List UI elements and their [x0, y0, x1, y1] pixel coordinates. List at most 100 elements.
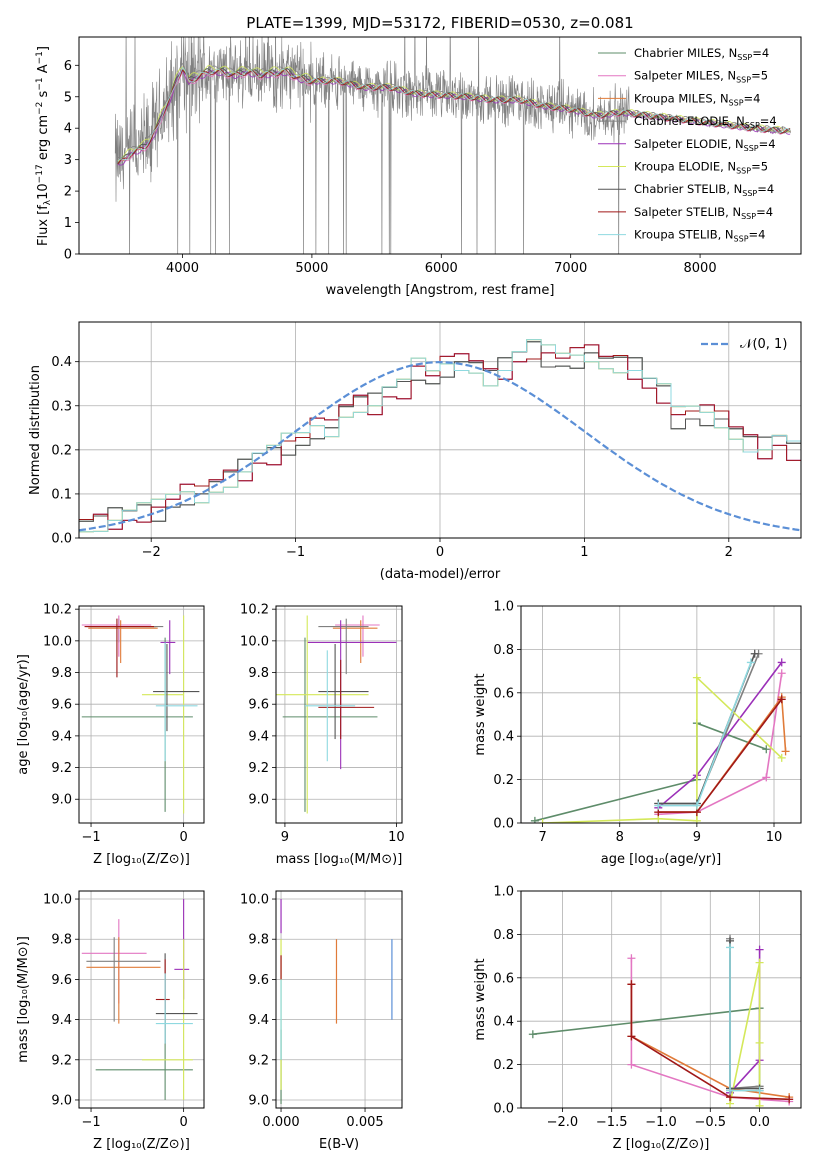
massweight_vs_Z-point-8-2: [755, 1086, 764, 1095]
legend-sub-6: SSP: [742, 189, 757, 198]
massweight_vs_Z-point-5-3: [755, 1101, 764, 1108]
massweight_vs_age-point-5-2: [692, 816, 701, 823]
residuals-xtick-label-1: −1: [286, 545, 305, 560]
residuals-xtick-label-3: 1: [580, 545, 588, 560]
mass_vs_Z-ylabel: mass [log₁₀(M/M⊙)]: [16, 936, 31, 1063]
residuals-ytick-label-2: 0.2: [51, 443, 72, 458]
legend-sub-7: SSP: [741, 212, 756, 221]
mass_vs_Z-ytick-label-0: 9.0: [51, 1093, 72, 1108]
spectrum-axes: 4000 5000 6000 7000 8000 0 1 2 3 4 5 6 wavelength [A…: [35, 36, 802, 298]
mass_vs_ebv-ytick-label-3: 9.6: [248, 973, 269, 988]
massweight_vs_age-ytick-label-4: 0.8: [493, 643, 514, 658]
massweight_vs_age-xtick-label-3: 10: [766, 830, 783, 845]
mass_vs_Z-ytick-label-4: 9.8: [51, 933, 72, 948]
massweight_vs_age-point-0-3: [762, 745, 771, 754]
massweight_vs_Z-point-8-1: [726, 1086, 735, 1095]
massweight_vs_age-point-0-0: [530, 816, 539, 823]
spectrum-ytick-label-3: 3: [64, 153, 72, 168]
massweight_vs_Z-ytick-label-2: 0.4: [493, 1015, 514, 1030]
massweight_vs_age-series-0: [534, 722, 767, 822]
spectrum-ytick-label-1: 1: [64, 216, 72, 231]
mass_vs_ebv-axes: 0.000 0.005 9.0 9.2 9.4 9.6 9.8 10.0 E(B-V): [240, 890, 403, 1152]
mass_vs_Z-ytick-label-3: 9.6: [51, 973, 72, 988]
massweight_vs_age-ytick-label-3: 0.6: [493, 686, 514, 701]
massweight_vs_Z-axes: −2.0 −1.5 −1.0 −0.5 0.0 0.0 0.2 0.4 0.6 0.8 1.0 Z […: [473, 885, 802, 1152]
spectrum-xtick-label-1: 5000: [295, 261, 328, 276]
mass_vs_ebv-xtick-label-1: 0.005: [346, 1115, 383, 1130]
massweight_vs_Z-point-7-1: [627, 1032, 636, 1041]
residuals-axes: −2 −1 0 1 2 0.0 0.1 0.2 0.3 0.4 (data-model)/error…: [28, 321, 802, 582]
mass_vs_Z-frame: [78, 890, 205, 1109]
legend-sub-5: SSP: [736, 167, 751, 176]
massweight_vs_age-series-3: [658, 653, 760, 805]
massweight_vs_age-series-7: [658, 698, 783, 813]
massweight_vs_age-point-1-2: [762, 773, 771, 782]
mass_vs_ebv-ytick-label-0: 9.0: [248, 1093, 269, 1108]
massweight_vs_age-point-8-2: [746, 658, 755, 667]
age_vs_Z-ytick-label-0: 9.0: [51, 793, 72, 808]
age_vs_mass-xtick-label-1: 10: [388, 830, 405, 845]
age_vs_Z-ytick-label-3: 9.6: [51, 698, 72, 713]
massweight_vs_Z-point-8-0: [726, 943, 735, 952]
legend-nssp-6: =4: [757, 182, 774, 196]
age_vs_mass-axes: 9 10 9.0 9.2 9.4 9.6 9.8 10.0 10.2 mass [log₁₀(M/…: [240, 603, 405, 867]
mass_vs_ebv-xlabel: E(B-V): [319, 1137, 359, 1152]
spectrum-ylabel-part-10: ]: [36, 46, 51, 51]
spectrum-ylabel-part-1: λ: [43, 199, 53, 205]
massweight_vs_age-ytick-label-5: 1.0: [493, 600, 514, 615]
spectrum-ylabel-part-3: −17: [35, 164, 45, 183]
residuals-plot-area: [79, 339, 801, 538]
legend-sub-0: SSP: [737, 53, 752, 62]
massweight_vs_Z-xtick-label-4: 0.0: [749, 1115, 770, 1130]
mass_vs_Z-ytick-label-5: 10.0: [43, 893, 72, 908]
age_vs_mass-ytick-label-4: 9.8: [248, 666, 269, 681]
age_vs_mass-plot-area: [276, 615, 397, 814]
massweight_vs_age-point-7-2: [777, 695, 786, 704]
spectrum-ytick-label-4: 4: [64, 122, 72, 137]
spectrum-ylabel-part-5: −2: [35, 102, 45, 115]
massweight_vs_Z-xtick-label-0: −2.0: [547, 1115, 579, 1130]
spectrum-ylabel-part-8: A: [36, 64, 51, 77]
massweight_vs_age-series-4: [657, 661, 783, 809]
legend-nssp-1: =5: [751, 69, 768, 83]
age_vs_Z-ytick-label-5: 10.0: [43, 634, 72, 649]
massweight_vs_age-frame: [520, 605, 802, 824]
age_vs_Z-frame: [78, 605, 205, 824]
mass_vs_Z-xtick-label-0: −1: [81, 1115, 100, 1130]
legend-sub-2: SSP: [729, 98, 744, 107]
massweight_vs_Z-ylabel: mass weight: [473, 958, 488, 1040]
spectrum-legend-label-7: Salpeter STELIB, NSSP=4: [634, 205, 773, 221]
massweight_vs_Z-point-0-0: [528, 1030, 537, 1039]
massweight_vs_age-series-5: [542, 675, 783, 823]
mass_vs_Z-ytick-label-2: 9.4: [51, 1013, 72, 1028]
massweight_vs_Z-point-1-1: [627, 1060, 636, 1069]
spectrum-frame: [78, 36, 802, 255]
spectrum-model-line-6: [117, 67, 791, 165]
massweight_vs_age-point-8-1: [692, 801, 701, 810]
massweight_vs_age-series-2: [658, 694, 787, 813]
spectrum-legend-label-5: Kroupa ELODIE, NSSP=5: [634, 160, 768, 176]
massweight_vs_Z-ytick-label-5: 1.0: [493, 885, 514, 900]
residuals-xtick-label-0: −2: [142, 545, 161, 560]
mass_vs_ebv-plot-area: [280, 899, 393, 1104]
massweight_vs_Z-point-5-1: [755, 958, 764, 967]
spectrum-xtick-label-4: 8000: [684, 261, 717, 276]
spectrum-ylabel: Flux [fλ​10−17​ erg cm−2​ s−1​ A−1​]: [35, 46, 53, 246]
age_vs_Z-ytick-label-4: 9.8: [51, 666, 72, 681]
age_vs_mass-ytick-label-0: 9.0: [248, 793, 269, 808]
residuals-ytick-label-3: 0.3: [51, 399, 72, 414]
age_vs_mass-ytick-label-5: 10.0: [240, 634, 269, 649]
legend-nssp-5: =5: [751, 160, 768, 174]
massweight_vs_Z-xtick-label-3: −0.5: [695, 1115, 727, 1130]
spectrum-legend-label-2: Kroupa MILES, NSSP=4: [634, 91, 760, 107]
massweight_vs_Z-series-5: [729, 962, 761, 1106]
residuals-hist-8: [79, 339, 801, 538]
age_vs_mass-ytick-label-3: 9.6: [248, 698, 269, 713]
legend-nssp-8: =4: [749, 228, 766, 242]
residuals-hist-6: [79, 341, 801, 530]
spectrum-model-line-8: [117, 67, 791, 162]
massweight_vs_Z-ytick-label-0: 0.0: [493, 1102, 514, 1117]
massweight_vs_age-point-5-4: [777, 753, 786, 762]
spectrum-ylabel-part-6: s: [36, 90, 51, 101]
